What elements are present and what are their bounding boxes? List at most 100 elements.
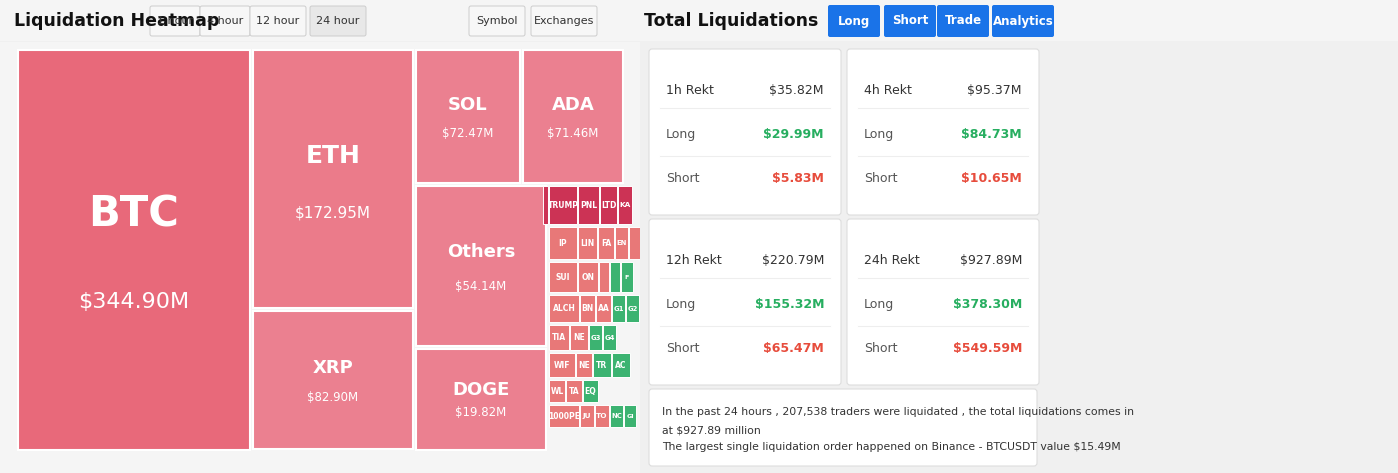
FancyBboxPatch shape (150, 6, 200, 36)
Bar (593, 353, 611, 377)
Text: $82.90M: $82.90M (308, 392, 358, 404)
Text: 12h Rekt: 12h Rekt (665, 254, 721, 266)
FancyBboxPatch shape (649, 389, 1037, 466)
Text: $172.95M: $172.95M (295, 205, 370, 220)
Text: $10.65M: $10.65M (962, 172, 1022, 184)
Bar (253, 311, 412, 449)
Text: 1h Rekt: 1h Rekt (665, 84, 714, 96)
Bar (603, 325, 617, 350)
Bar (624, 405, 636, 427)
Text: Total Liquidations: Total Liquidations (644, 12, 818, 30)
Bar (577, 186, 598, 224)
Text: DOGE: DOGE (453, 381, 510, 399)
Text: SUI: SUI (556, 272, 570, 281)
Bar (549, 405, 579, 427)
Text: Long: Long (864, 298, 895, 310)
Text: ON: ON (582, 272, 594, 281)
Bar (596, 405, 610, 427)
Text: AA: AA (597, 304, 610, 313)
Text: The largest single liquidation order happened on Binance - BTCUSDT value $15.49M: The largest single liquidation order hap… (663, 442, 1121, 452)
Text: EQ: EQ (584, 386, 597, 395)
Text: Long: Long (665, 298, 696, 310)
Text: 24 hour: 24 hour (316, 16, 359, 26)
Text: GI: GI (626, 413, 633, 419)
Text: XRP: XRP (313, 359, 354, 377)
Bar (621, 262, 633, 292)
Text: $65.47M: $65.47M (763, 342, 823, 354)
Text: at $927.89 million: at $927.89 million (663, 425, 761, 435)
Bar (589, 325, 603, 350)
Bar (417, 349, 547, 450)
Text: KA: KA (619, 202, 630, 208)
Bar (580, 295, 596, 322)
Text: Short: Short (864, 172, 898, 184)
FancyBboxPatch shape (649, 219, 842, 385)
Bar (570, 325, 589, 350)
Bar (596, 295, 611, 322)
Text: Long: Long (665, 128, 696, 140)
Text: NE: NE (579, 360, 590, 369)
Text: Trade: Trade (945, 15, 981, 27)
Text: 24h Rekt: 24h Rekt (864, 254, 920, 266)
Text: Liquidation Heatmap: Liquidation Heatmap (14, 12, 219, 30)
Bar (253, 50, 412, 308)
Bar (566, 380, 582, 402)
Text: $72.47M: $72.47M (442, 127, 493, 140)
Bar (618, 186, 632, 224)
Bar (577, 262, 598, 292)
Text: LIN: LIN (580, 238, 594, 247)
Bar (580, 405, 594, 427)
Text: Short: Short (864, 342, 898, 354)
Bar (577, 227, 597, 259)
Text: Symbol: Symbol (477, 16, 517, 26)
Text: NC: NC (611, 413, 622, 419)
Bar (598, 262, 610, 292)
Text: LTD: LTD (601, 201, 617, 210)
Text: G3: G3 (590, 334, 601, 341)
Text: BTC: BTC (88, 193, 179, 235)
FancyBboxPatch shape (468, 6, 526, 36)
Bar (417, 186, 547, 346)
Text: F: F (625, 274, 629, 280)
FancyBboxPatch shape (310, 6, 366, 36)
Text: $155.32M: $155.32M (755, 298, 823, 310)
Bar (612, 295, 625, 322)
Text: JU: JU (583, 413, 591, 419)
Text: Analytics: Analytics (993, 15, 1053, 27)
FancyBboxPatch shape (531, 6, 597, 36)
Text: FA: FA (601, 238, 611, 247)
Text: $220.79M: $220.79M (762, 254, 823, 266)
Text: NE: NE (573, 333, 584, 342)
Bar (576, 353, 591, 377)
FancyBboxPatch shape (847, 219, 1039, 385)
Text: Short: Short (892, 15, 928, 27)
Text: ALCH: ALCH (552, 304, 576, 313)
Text: Long: Long (837, 15, 870, 27)
FancyBboxPatch shape (250, 6, 306, 36)
Bar (549, 353, 575, 377)
FancyBboxPatch shape (828, 5, 879, 37)
Text: 12 hour: 12 hour (256, 16, 299, 26)
Text: TO: TO (597, 413, 608, 419)
Bar (610, 262, 619, 292)
Text: 1000PE: 1000PE (548, 412, 580, 420)
Text: EN: EN (617, 240, 626, 246)
Text: G2: G2 (628, 306, 637, 312)
Text: TA: TA (569, 386, 579, 395)
Text: $5.83M: $5.83M (772, 172, 823, 184)
FancyBboxPatch shape (993, 5, 1054, 37)
Bar (549, 262, 577, 292)
Bar (549, 186, 577, 224)
Text: 4 hour: 4 hour (207, 16, 243, 26)
Text: SOL: SOL (449, 96, 488, 114)
Text: 4h Rekt: 4h Rekt (864, 84, 911, 96)
Text: Short: Short (665, 172, 699, 184)
Text: G1: G1 (614, 306, 624, 312)
Bar (626, 295, 639, 322)
Text: $35.82M: $35.82M (769, 84, 823, 96)
Text: $54.14M: $54.14M (456, 280, 506, 293)
Bar (640, 42, 1398, 473)
Bar (18, 50, 250, 450)
Bar (615, 227, 628, 259)
Text: PNL: PNL (580, 201, 597, 210)
